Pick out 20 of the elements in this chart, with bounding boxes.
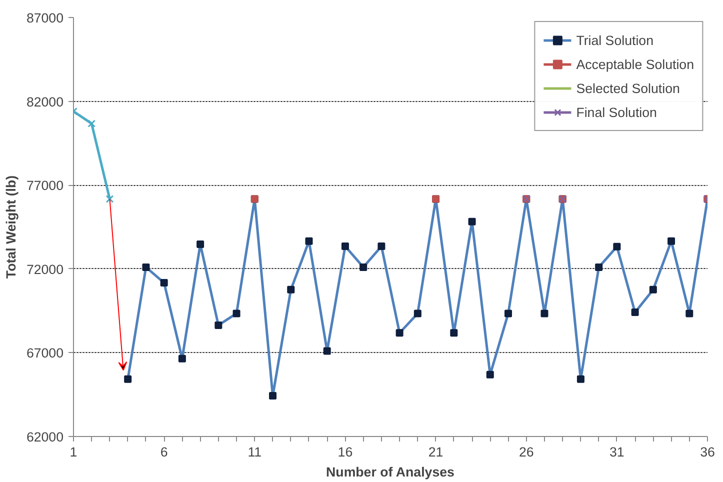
x-tick-label: 16 bbox=[338, 444, 353, 460]
x-tick-label: 1 bbox=[70, 444, 78, 460]
x-tick-label: 21 bbox=[428, 444, 444, 460]
y-tick-label: 72000 bbox=[26, 262, 64, 277]
y-tick-label: 77000 bbox=[26, 178, 64, 194]
legend-label: Acceptable Solution bbox=[576, 56, 694, 73]
legend-label: Selected Solution bbox=[576, 80, 680, 97]
x-tick-label: 26 bbox=[518, 444, 534, 460]
x-tick-label: 36 bbox=[700, 444, 715, 460]
legend-label: Final Solution bbox=[576, 104, 657, 121]
x-axis-title: Number of Analyses bbox=[326, 464, 454, 480]
y-tick-label: 87000 bbox=[26, 10, 64, 26]
x-tick-label: 31 bbox=[610, 444, 624, 460]
x-tick-label: 6 bbox=[160, 444, 168, 460]
y-axis-title: Total Weight (lb) bbox=[3, 175, 18, 279]
legend-label: Trial Solution bbox=[576, 32, 654, 49]
y-tick-label: 82000 bbox=[26, 94, 64, 110]
y-tick-label: 67000 bbox=[26, 346, 64, 361]
y-tick-label: 62000 bbox=[26, 430, 64, 444]
x-tick-label: 11 bbox=[248, 444, 262, 460]
